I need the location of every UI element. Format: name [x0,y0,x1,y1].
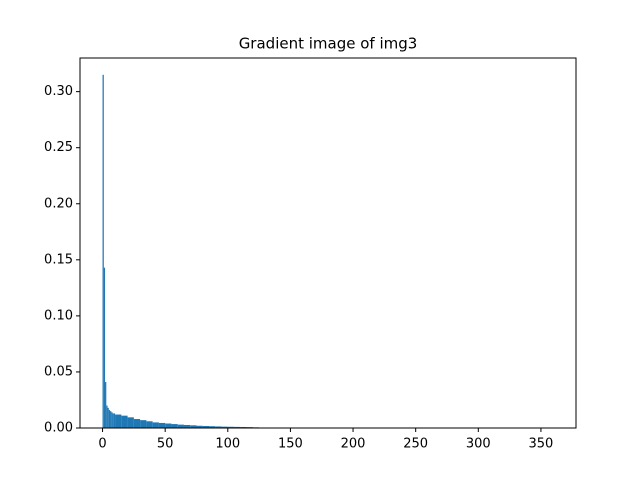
bar [112,413,114,428]
bar [165,423,172,428]
bar [234,426,241,428]
bar [107,407,109,428]
bar [221,426,228,428]
y-tick-label: 0.15 [44,252,73,267]
bar [102,74,104,429]
bar [103,267,106,428]
bar [209,426,216,428]
axes-frame [79,57,577,429]
bar [121,415,128,428]
bar [127,417,134,428]
bar [227,426,235,428]
bar [105,382,107,428]
x-tick-label: 50 [157,437,174,452]
x-tick-label: 200 [341,437,366,452]
y-tick-label: 0.10 [44,308,73,323]
bar [215,426,222,428]
bar [196,425,203,428]
bar [177,424,184,428]
y-tick-label: 0.30 [44,84,73,99]
y-tick-label: 0.25 [44,140,73,155]
x-tick-label: 100 [215,437,240,452]
chart-title: Gradient image of img3 [239,35,418,53]
y-tick-label: 0.00 [44,421,73,436]
bar [158,422,166,428]
y-tick-label: 0.05 [44,364,73,379]
bar [111,412,113,428]
bar [115,414,122,428]
bar [146,421,153,428]
x-tick-label: 300 [466,437,491,452]
bar [140,420,147,428]
x-tick-label: 0 [98,437,106,452]
bar [190,425,197,428]
bar [152,422,159,428]
bar [113,413,116,428]
bar [183,424,191,428]
bar [133,419,141,428]
bar [106,405,108,428]
bar [108,410,111,428]
x-tick-label: 350 [529,437,554,452]
bar [202,425,210,428]
x-tick-label: 250 [403,437,428,452]
bar [110,411,112,428]
x-tick-label: 150 [278,437,303,452]
bar [240,426,247,428]
y-tick-label: 0.20 [44,196,73,211]
bar [171,424,178,428]
